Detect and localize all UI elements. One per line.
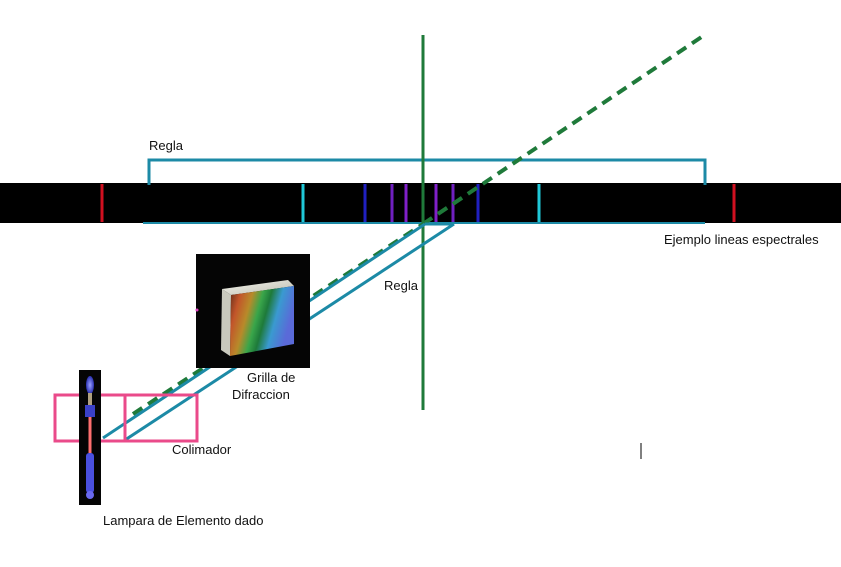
diffraction-grating-image xyxy=(195,254,310,368)
spectral-line xyxy=(537,184,541,222)
spectral-line xyxy=(390,184,394,222)
dashed-ray-upper xyxy=(421,32,708,226)
grating-label-line1: Grilla de xyxy=(247,370,295,385)
collimator-label: Colimador xyxy=(172,442,232,457)
spectral-line xyxy=(100,184,104,222)
ruler-mid-label: Regla xyxy=(384,278,419,293)
collimator-box-right xyxy=(123,393,199,443)
spectral-lines-label: Ejemplo lineas espectrales xyxy=(664,232,819,247)
spectral-line xyxy=(363,184,367,222)
spectral-line xyxy=(476,184,480,222)
spectral-line xyxy=(732,184,736,222)
spectral-line xyxy=(404,184,408,222)
spectral-line xyxy=(434,184,438,222)
ruler-top-label: Regla xyxy=(149,138,184,153)
element-lamp-image xyxy=(79,370,101,505)
spectral-line xyxy=(301,184,305,222)
spectrum-band xyxy=(0,183,841,223)
lamp-label: Lampara de Elemento dado xyxy=(103,513,263,528)
ruler-top-bracket xyxy=(147,158,707,185)
grating-label-line2: Difraccion xyxy=(232,387,290,402)
